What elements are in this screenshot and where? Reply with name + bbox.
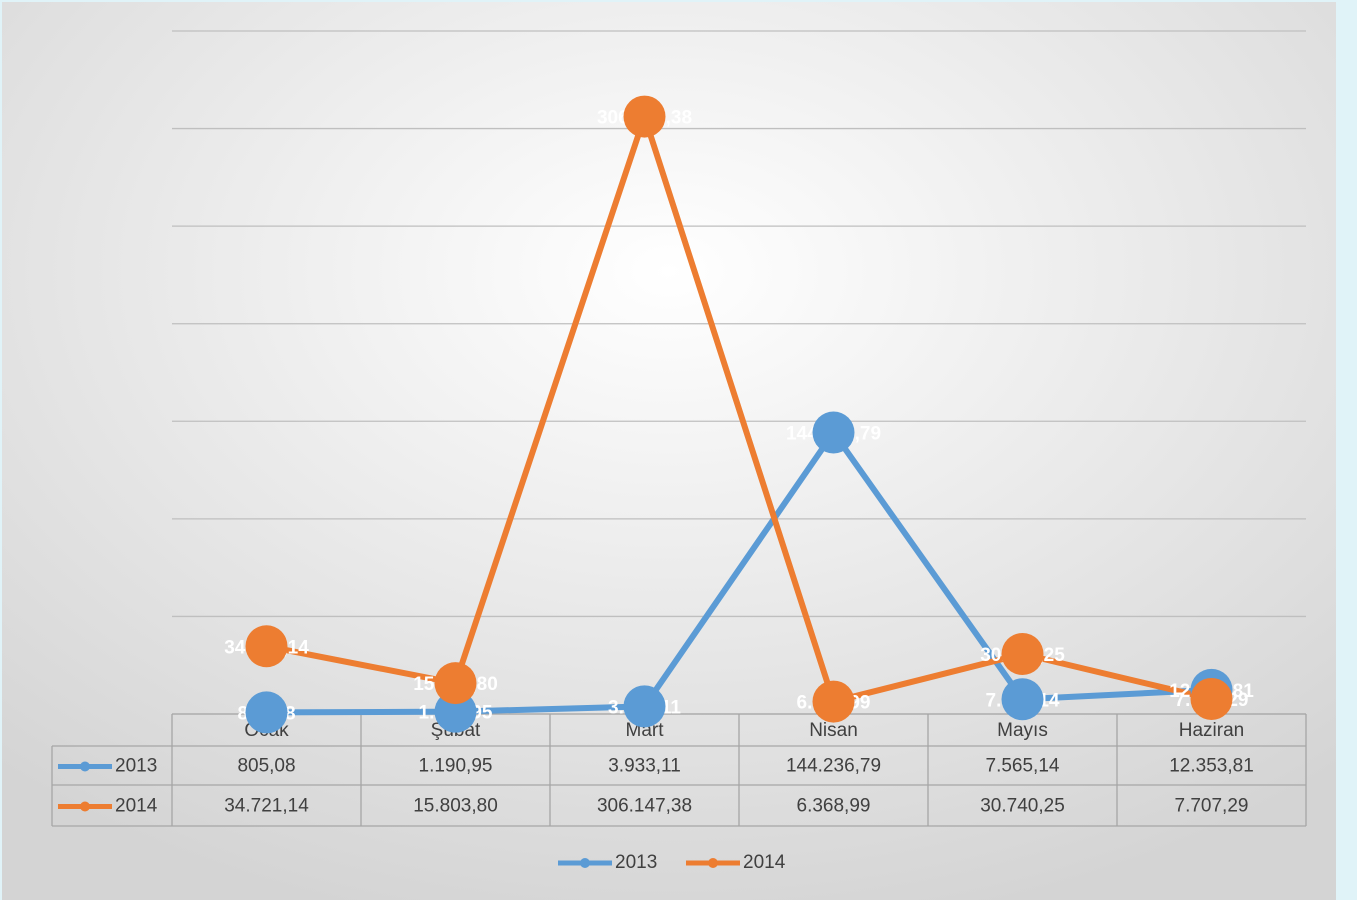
table-series-name: 2014 [115, 796, 158, 817]
table-cell: 12.353,81 [1169, 756, 1254, 777]
legend-label: 2014 [743, 852, 786, 873]
table-cell: 3.933,11 [608, 756, 681, 777]
x-tick-label: Mayıs [997, 720, 1048, 741]
data-table: OcakŞubatMartNisanMayısHaziran2013805,08… [51, 713, 1307, 827]
table-cell: 15.803,80 [413, 796, 498, 817]
x-tick-label: Haziran [1179, 720, 1244, 741]
table-cell: 30.740,25 [980, 796, 1065, 817]
table-cell: 805,08 [237, 756, 295, 777]
table-cell: 34.721,14 [224, 796, 309, 817]
table-cell: 144.236,79 [786, 756, 881, 777]
marker [812, 680, 855, 723]
table-cell: 306.147,38 [597, 796, 692, 817]
marker [623, 685, 666, 728]
legend-label: 2013 [615, 852, 657, 873]
series-line [266, 429, 1212, 716]
marker [245, 625, 288, 668]
table-cell: 7.707,29 [1175, 796, 1249, 817]
table-key-marker [80, 761, 90, 772]
series-line [265, 113, 1213, 705]
table-cell: 6.368,99 [797, 796, 871, 817]
x-tick-label: Nisan [809, 720, 858, 741]
x-tick-label: Mart [626, 720, 665, 741]
table-cell: 1.190,95 [419, 756, 493, 777]
table-cell: 7.565,14 [986, 756, 1060, 777]
marker [1190, 677, 1233, 720]
marker [1001, 633, 1044, 676]
marker [1001, 678, 1044, 721]
marker [623, 95, 666, 138]
marker [434, 662, 477, 705]
legend-key-marker [708, 858, 718, 868]
marker [245, 691, 288, 734]
table-series-name: 2013 [115, 756, 157, 777]
table-key-marker [80, 801, 90, 812]
marker [812, 411, 855, 454]
legend-key-marker [580, 858, 590, 868]
